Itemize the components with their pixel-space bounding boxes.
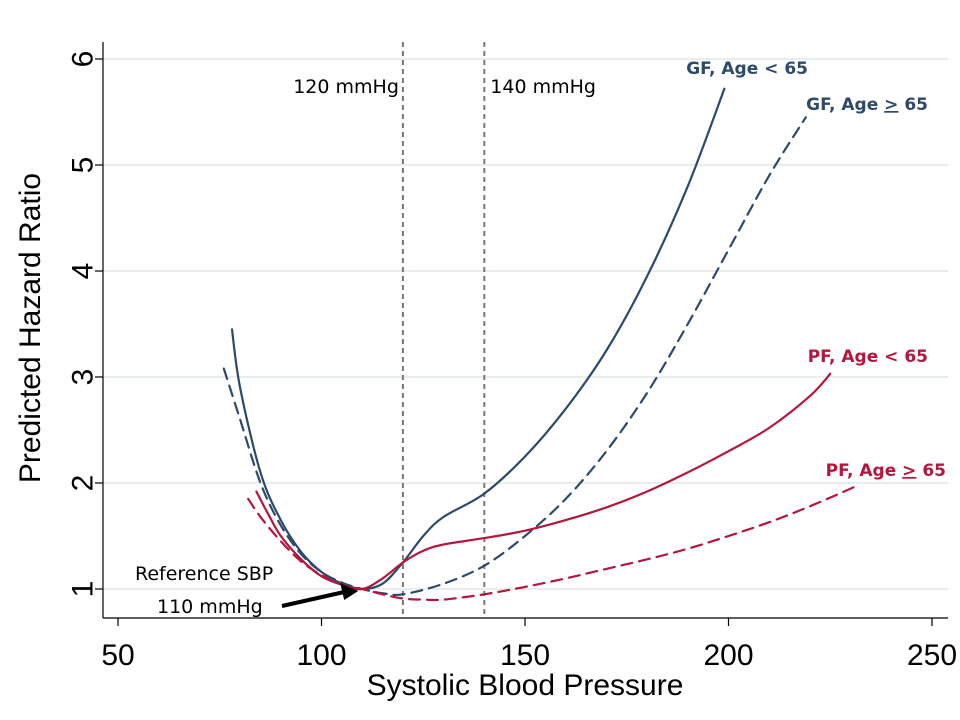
series-pf-65plus-line <box>247 484 860 602</box>
series-gf-65plus-label-symbol: > <box>884 95 898 115</box>
y-tick-label-6: 6 <box>67 51 100 68</box>
series-pf-under65-label: PF, Age < 65 <box>808 347 928 367</box>
series-lines <box>222 87 860 602</box>
x-tick-label-100: 100 <box>296 639 346 672</box>
series-gf-under65-label: GF, Age < 65 <box>686 59 808 79</box>
series-pf-65plus-label-symbol: > <box>902 461 916 481</box>
y-axis-title: Predicted Hazard Ratio <box>14 173 47 483</box>
x-tick-label-200: 200 <box>703 639 753 672</box>
annotation-arrow-head <box>340 583 359 600</box>
series-pf-65plus-label: PF, Age > 65 <box>826 461 946 481</box>
series-pf-65plus-label-suffix: 65 <box>916 461 946 481</box>
y-tick-label-4: 4 <box>67 263 100 280</box>
y-tick-label-5: 5 <box>67 157 100 174</box>
x-axis-title: Systolic Blood Pressure <box>367 669 684 702</box>
y-tick-label-3: 3 <box>67 369 100 386</box>
series-gf-under65-line <box>230 87 726 591</box>
y-tick-label-1: 1 <box>67 581 100 598</box>
reference-label-120: 120 mmHg <box>293 76 399 98</box>
annotation-arrow-shaft <box>281 590 345 608</box>
x-tick-label-150: 150 <box>500 639 550 672</box>
series-pf-under65-line <box>255 372 832 591</box>
reference-label-140: 140 mmHg <box>490 76 596 98</box>
reference-annotation: Reference SBP 110 mmHg <box>135 563 359 618</box>
reference-lines: 120 mmHg 140 mmHg <box>293 42 596 618</box>
grid-lines <box>103 58 948 590</box>
series-gf-65plus-label-prefix: GF, Age <box>806 95 884 115</box>
annotation-line2: 110 mmHg <box>157 596 263 618</box>
series-labels: GF, Age < 65 GF, Age > 65 PF, Age < 65 PF, … <box>686 59 946 481</box>
series-gf-65plus-line <box>222 116 807 597</box>
series-gf-65plus-label-suffix: 65 <box>898 95 928 115</box>
y-tick-label-2: 2 <box>67 475 100 492</box>
tick-marks: 1 2 3 4 5 6 50 100 150 200 250 <box>67 51 958 672</box>
series-gf-65plus-label: GF, Age > 65 <box>806 95 928 115</box>
annotation-line1: Reference SBP <box>135 563 273 585</box>
x-tick-label-250: 250 <box>907 639 957 672</box>
x-tick-label-50: 50 <box>101 639 134 672</box>
series-pf-65plus-label-prefix: PF, Age <box>826 461 903 481</box>
